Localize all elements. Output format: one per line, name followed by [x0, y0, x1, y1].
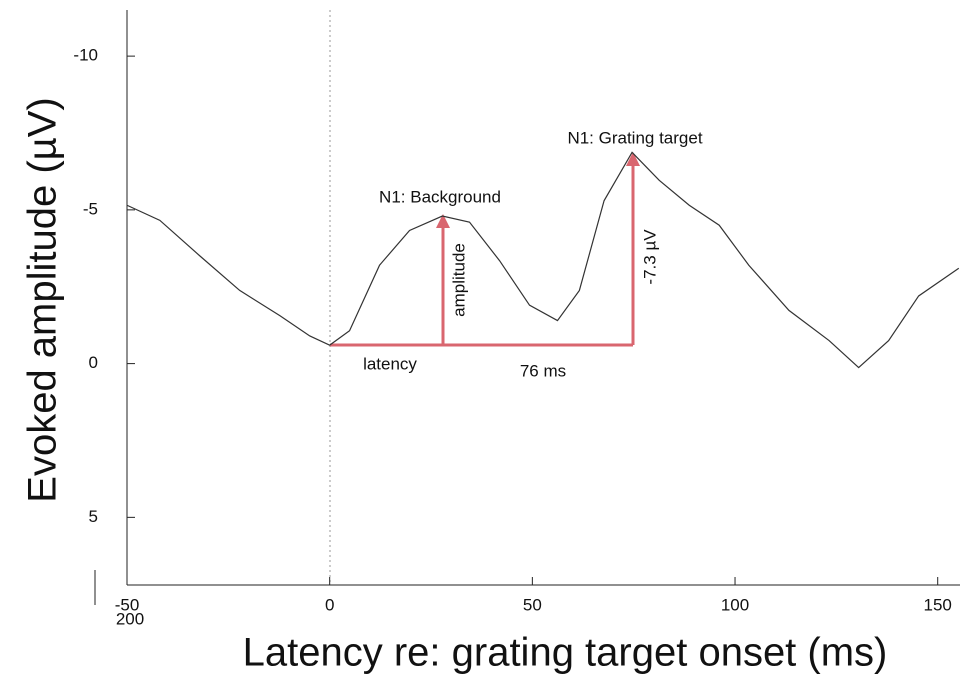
arrow-head — [626, 152, 640, 166]
x-tick-label: -50 — [115, 595, 140, 614]
x-tick-label: 0 — [325, 595, 334, 614]
y-axis-title: Evoked amplitude (µV) — [21, 97, 65, 502]
data-line — [126, 151, 960, 369]
y-tick-label: 0 — [89, 353, 98, 372]
annotation: N1: Background — [379, 187, 501, 206]
x-tick-label: 100 — [721, 595, 749, 614]
y-tick-label: 5 — [89, 507, 98, 526]
annotation: -7.3 µV — [640, 229, 659, 285]
y-tick-label: -5 — [83, 199, 98, 218]
y-tick-label: -10 — [73, 46, 98, 65]
annotation: amplitude — [449, 243, 468, 317]
annotation: 76 ms — [520, 361, 566, 380]
annotation: 200 — [116, 609, 144, 628]
x-tick-label: 150 — [924, 595, 952, 614]
annotation: N1: Grating target — [567, 128, 702, 147]
arrow-head — [436, 214, 450, 228]
annotations — [330, 152, 640, 347]
annotation: latency — [363, 354, 417, 373]
x-tick-label: 50 — [523, 595, 542, 614]
x-axis-title: Latency re: grating target onset (ms) — [243, 631, 888, 675]
